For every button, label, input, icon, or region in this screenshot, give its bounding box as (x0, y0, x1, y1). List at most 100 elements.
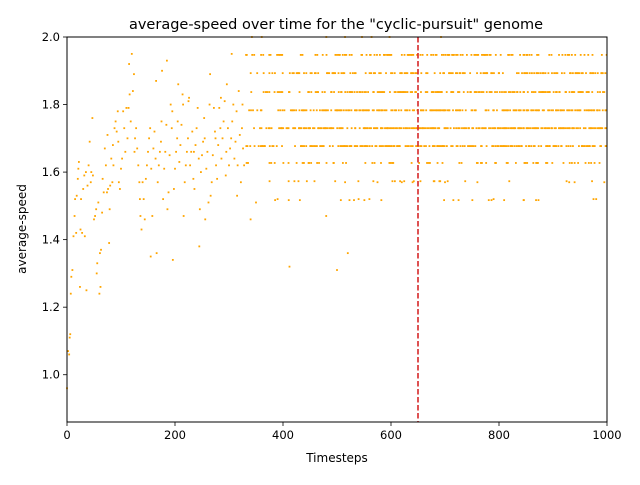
data-point (349, 91, 352, 93)
data-points (66, 36, 608, 390)
data-point (138, 181, 141, 184)
data-point (376, 181, 379, 184)
data-point (592, 145, 595, 147)
data-point (586, 145, 589, 147)
data-point (187, 100, 190, 103)
data-point (589, 109, 592, 112)
data-point (593, 162, 596, 164)
data-point (501, 109, 504, 112)
data-point (143, 218, 146, 221)
data-point (573, 181, 576, 184)
data-point (297, 180, 300, 183)
data-point (565, 91, 567, 93)
data-point (558, 54, 560, 56)
data-point (578, 145, 580, 147)
data-point (216, 177, 219, 180)
data-point (445, 91, 448, 93)
data-point (523, 109, 526, 112)
data-point (215, 164, 217, 167)
data-point (459, 145, 462, 147)
data-point (210, 181, 213, 184)
data-point (278, 91, 281, 93)
data-point (494, 127, 497, 130)
data-point (518, 109, 521, 112)
data-point (391, 162, 394, 164)
data-point (585, 72, 587, 75)
data-point (555, 72, 557, 75)
data-point (458, 91, 461, 93)
data-point (386, 145, 389, 147)
data-point (319, 145, 322, 147)
data-point (287, 199, 290, 202)
data-point (520, 127, 523, 130)
data-point (482, 91, 485, 93)
data-point (251, 54, 254, 56)
data-point (389, 162, 392, 164)
data-point (295, 162, 298, 164)
data-point (378, 72, 381, 75)
data-point (305, 109, 308, 112)
data-point (497, 145, 500, 147)
data-point (161, 69, 163, 72)
data-point (388, 162, 391, 164)
data-point (308, 127, 310, 130)
data-point (555, 109, 558, 112)
data-point (184, 164, 187, 167)
data-point (384, 145, 387, 147)
data-point (305, 72, 308, 75)
data-point (89, 181, 92, 184)
data-point (593, 127, 595, 130)
data-point (537, 54, 540, 56)
data-point (504, 91, 507, 93)
data-point (518, 127, 520, 130)
data-point (323, 109, 326, 112)
data-point (601, 127, 604, 130)
data-point (439, 72, 442, 75)
data-point (453, 127, 455, 130)
data-point (298, 72, 301, 75)
data-point (376, 54, 378, 56)
data-point (341, 145, 344, 147)
data-point (494, 145, 497, 147)
data-point (343, 145, 346, 147)
data-point (330, 91, 333, 93)
data-point (146, 164, 148, 167)
data-point (380, 109, 383, 112)
data-point (426, 162, 428, 164)
data-point (112, 164, 115, 167)
data-point (513, 145, 516, 147)
data-point (189, 164, 192, 167)
data-point (76, 177, 79, 180)
data-point (509, 91, 512, 93)
data-point (212, 107, 215, 109)
data-point (581, 72, 584, 75)
data-point (334, 72, 337, 75)
data-point (527, 127, 530, 130)
data-point (571, 91, 573, 93)
data-point (175, 150, 177, 153)
data-point (456, 72, 459, 75)
data-point (72, 235, 75, 238)
data-point (170, 127, 173, 130)
data-point (553, 72, 556, 75)
data-point (380, 127, 383, 130)
data-point (364, 127, 367, 130)
data-point (300, 145, 303, 147)
data-point (99, 252, 101, 255)
chart-title: average-speed over time for the "cyclic-… (129, 17, 543, 33)
data-point (545, 162, 547, 164)
data-point (273, 91, 276, 93)
data-point (314, 72, 317, 75)
data-point (388, 145, 391, 147)
data-point (390, 72, 392, 75)
data-point (519, 127, 521, 130)
data-point (602, 91, 604, 93)
data-point (571, 91, 574, 93)
data-point (359, 109, 362, 112)
data-point (487, 109, 490, 112)
data-point (127, 107, 130, 109)
data-point (577, 127, 579, 130)
data-point (235, 110, 238, 113)
data-point (415, 91, 417, 93)
data-point (389, 145, 392, 147)
